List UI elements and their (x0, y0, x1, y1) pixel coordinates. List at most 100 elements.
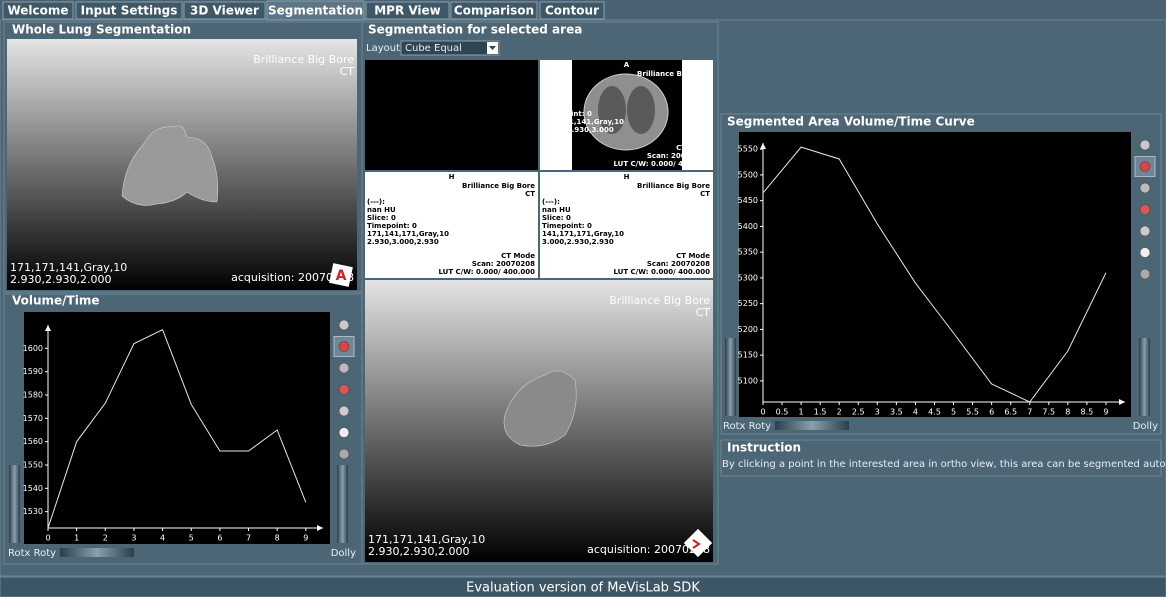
layout-value: Cube Equal (405, 43, 462, 54)
tab[interactable] (75, 1, 183, 20)
overlay-text: nan HU (367, 206, 396, 214)
overlay-text: A (624, 61, 630, 69)
overlay-text: Scan: 20070208 (647, 152, 710, 160)
overlay-text: LUT C/W: 0.000/ 400.000 (613, 160, 710, 168)
tool-icon[interactable] (338, 384, 350, 395)
viewer[interactable] (365, 172, 538, 278)
x-tick-label: 7.5 (1042, 408, 1055, 417)
data-line (47, 328, 307, 529)
tool-icon[interactable] (338, 341, 350, 352)
overlay-text: Slice: 0 (542, 102, 571, 110)
tool-icon[interactable] (338, 448, 350, 460)
panel-frame (361, 21, 719, 565)
overlay-text: Timepoint: 0 (542, 110, 592, 118)
overlay-text: acquisition: 20070208 (587, 543, 710, 556)
y-tick-label: 1570 (23, 414, 43, 423)
viewer[interactable] (540, 172, 713, 278)
y-tick-label: 5200 (738, 325, 758, 334)
tool-icon[interactable] (338, 427, 350, 438)
overlay-text: 171,171,141,Gray,10 (10, 261, 127, 274)
overlay-text: H (449, 173, 455, 181)
tab[interactable] (539, 1, 605, 20)
toolbar (333, 319, 355, 460)
y-tick-label: 1590 (23, 367, 43, 376)
overlay-text: 2.930,2.930,2.000 (10, 273, 111, 286)
tab[interactable] (365, 1, 450, 20)
x-tick-label: 3 (875, 408, 880, 417)
tool-icon[interactable] (338, 319, 350, 331)
x-tick-label: 5 (951, 408, 956, 417)
control-label: Rotx Roty (723, 421, 771, 432)
y-tick-label: 5500 (738, 170, 758, 179)
tool-icon[interactable] (1139, 204, 1151, 215)
control-label: Rotx Roty (8, 548, 56, 559)
tab-bar: Welcome Input Settings 3D Viewer Segmentati… (2, 0, 605, 21)
orientation-icon (329, 263, 353, 287)
tool-icon[interactable] (1139, 268, 1151, 280)
tool-icon[interactable] (1139, 247, 1151, 258)
tool-icon[interactable] (338, 405, 350, 417)
overlay-text: Scan: 20070208 (647, 260, 710, 268)
x-tick-label: 2 (837, 408, 842, 417)
tab[interactable] (2, 1, 74, 20)
slider[interactable] (60, 548, 134, 557)
tool-icon[interactable] (338, 362, 350, 374)
ct-lung (598, 86, 626, 134)
slider[interactable] (1139, 338, 1150, 416)
x-tick-label: 6 (217, 534, 222, 543)
overlay-text: (---): (542, 198, 560, 206)
overlay-text: 2.930,2.930,2.000 (368, 545, 469, 558)
layout-label: Layout: (366, 43, 403, 54)
chart-area (739, 132, 1131, 417)
orientation-arrow (692, 539, 701, 549)
y-tick-label: 5450 (738, 196, 758, 205)
x-tick-label: 5.5 (966, 408, 979, 417)
overlay-text: Scan: 20070208 (472, 260, 535, 268)
overlay-text: 141,171,171,Gray,10 (542, 230, 624, 238)
x-tick-label: 8.5 (1081, 408, 1094, 417)
x-tick-label: 0 (760, 408, 765, 417)
tab[interactable] (450, 1, 538, 20)
x-tick-label: 1.5 (814, 408, 827, 417)
overlay-text: LUT C/W: 0.000/ 400.000 (613, 268, 710, 276)
slider[interactable] (775, 421, 849, 430)
overlay-text: (---): (367, 198, 385, 206)
slider[interactable] (337, 465, 348, 543)
overlay-text: CT Mode (676, 144, 710, 152)
slider[interactable] (725, 338, 736, 416)
control-label: Dolly (331, 548, 356, 559)
y-tick-label: 5550 (738, 145, 758, 154)
overlay-text: 171,171,141,Gray,10 (368, 533, 485, 546)
x-tick-label: 1 (74, 534, 79, 543)
layout-combobox[interactable] (400, 40, 500, 56)
slider[interactable] (9, 465, 20, 543)
ct-slice (583, 73, 669, 151)
x-tick-label: 6.5 (1004, 408, 1017, 417)
overlay-text: Slice: 0 (542, 214, 571, 222)
overlay-text: nan HU (542, 94, 571, 102)
tool-icon[interactable] (1139, 139, 1151, 151)
overlay-text: (- - -): (542, 86, 565, 94)
y-tick-label: 5400 (738, 222, 758, 231)
axis-arrow (760, 143, 766, 149)
viewer[interactable] (365, 60, 538, 170)
tool-icon[interactable] (1139, 182, 1151, 194)
overlay-text: Slice: 0 (367, 214, 396, 222)
overlay-text: H (624, 173, 630, 181)
panel-title: Segmentation for selected area (368, 23, 582, 37)
x-tick-label: 1 (799, 408, 804, 417)
tab[interactable] (266, 0, 365, 21)
x-tick-label: 3 (131, 534, 136, 543)
y-tick-label: 1530 (23, 507, 43, 516)
overlay-text: CT (700, 190, 710, 198)
overlay-text: 171,141,171,Gray,10 (367, 230, 449, 238)
tab[interactable] (183, 1, 266, 20)
overlay-text: 2.930,2.930,3.000 (542, 126, 614, 134)
combo-arrow (489, 46, 496, 50)
tab-label: MPR View (374, 4, 441, 18)
tool-icon[interactable] (1139, 225, 1151, 237)
tool-icon[interactable] (1139, 161, 1151, 172)
y-tick-label: 5350 (738, 248, 758, 257)
overlay-text: 3.000,2.930,2.930 (542, 238, 614, 246)
